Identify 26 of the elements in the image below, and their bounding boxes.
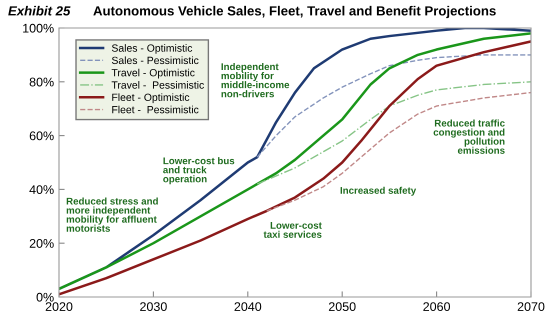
legend-label: Fleet - Pessimistic xyxy=(112,106,199,114)
x-tick-label: 2060 xyxy=(423,302,450,312)
annotation: Lower-cost bus and truck operation xyxy=(163,157,234,184)
y-tick-label: 40% xyxy=(29,185,54,194)
annotation: Independent mobility for middle-income non-drivers xyxy=(222,62,290,98)
annotation: Lower-cost taxi services xyxy=(264,222,322,238)
annotation: Reduced traffic congestion and pollution emissions xyxy=(434,119,505,154)
x-tick-label: 2020 xyxy=(46,302,72,312)
x-tick-label: 2040 xyxy=(234,302,262,312)
legend-label: Sales - Optimistic xyxy=(112,44,192,54)
chart-title: Autonomous Vehicle Sales, Fleet, Travel and Benefit Projections xyxy=(93,6,496,18)
annotation: Increased safety xyxy=(340,186,416,196)
y-tick-label: 0% xyxy=(36,292,54,302)
annotation: Reduced stress and more independent mobility for affluent motorists xyxy=(66,197,158,232)
legend-label: Sales - Pessimistic xyxy=(112,56,199,64)
x-tick-label: 2030 xyxy=(140,302,167,312)
x-tick-label: 2070 xyxy=(518,302,544,312)
y-tick-label: 60% xyxy=(30,131,54,140)
legend-label: Fleet - Optimistic xyxy=(112,93,190,104)
text: Exhibit 25 xyxy=(8,6,70,16)
x-tick-label: 2050 xyxy=(328,302,356,312)
y-tick-label: 80% xyxy=(30,78,54,86)
y-tick-label: 20% xyxy=(30,239,54,248)
legend-label: Travel - Pessimistic xyxy=(112,81,204,89)
y-tick-label: 100% xyxy=(23,24,54,33)
legend-label: Travel - Optimistic xyxy=(112,68,195,78)
